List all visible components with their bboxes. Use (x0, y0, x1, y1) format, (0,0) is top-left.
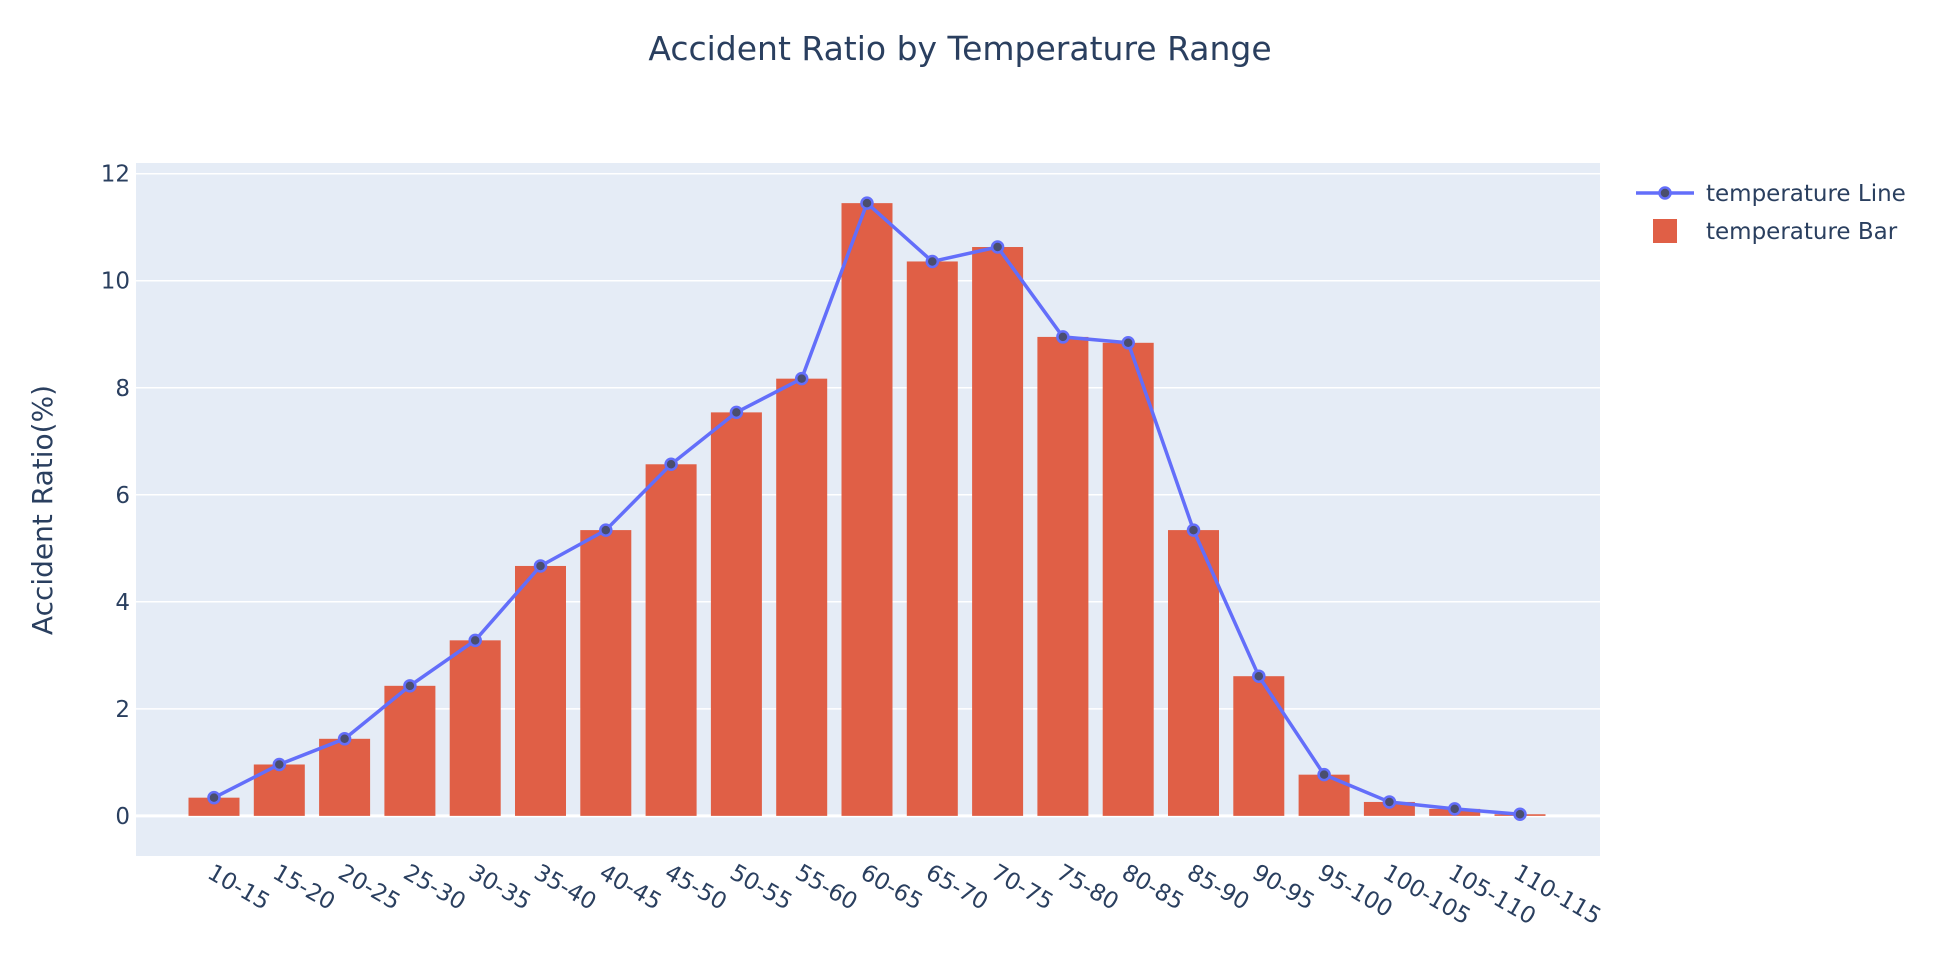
y-axis-title: Accident Ratio(%) (26, 385, 59, 635)
line-point[interactable] (599, 523, 613, 537)
bar[interactable] (710, 412, 762, 816)
x-tick-label: 85-90 (1183, 860, 1254, 916)
line-point[interactable] (272, 757, 287, 772)
line-point[interactable] (794, 371, 809, 386)
y-tick-label: 8 (115, 376, 130, 402)
bar[interactable] (841, 203, 893, 816)
bar[interactable] (776, 378, 828, 816)
x-tick-label: 80-85 (1117, 860, 1188, 916)
legend[interactable]: temperature Line temperature Bar (1636, 181, 1906, 245)
line-point[interactable] (403, 679, 417, 693)
x-tick-labels: 10-1515-2020-2525-3030-3535-4040-4545-50… (203, 860, 1605, 931)
bar[interactable] (1168, 530, 1219, 816)
line-point[interactable] (1252, 669, 1266, 683)
x-tick-label: 45-50 (660, 860, 731, 916)
bar[interactable] (972, 247, 1024, 816)
x-tick-label: 70-75 (987, 860, 1058, 916)
x-tick-label: 65-70 (921, 860, 992, 916)
line-point[interactable] (1121, 336, 1135, 350)
line-point[interactable] (664, 457, 678, 472)
line-point[interactable] (990, 240, 1005, 254)
bar[interactable] (1233, 676, 1285, 816)
line-point[interactable] (925, 254, 940, 269)
bar[interactable] (188, 797, 240, 816)
bar[interactable] (1037, 336, 1089, 816)
bar[interactable] (580, 530, 632, 816)
line-point[interactable] (1056, 330, 1070, 344)
bar[interactable] (384, 685, 436, 816)
legend-label-line[interactable]: temperature Line (1706, 181, 1906, 207)
line-point[interactable] (729, 405, 744, 420)
bar[interactable] (515, 565, 566, 816)
x-tick-label: 10-15 (203, 860, 274, 916)
y-tick-labels: 0 2 4 6 8 10 12 (101, 162, 130, 830)
bar[interactable] (319, 738, 371, 816)
x-tick-label: 60-65 (856, 860, 927, 916)
line-point[interactable] (1186, 523, 1201, 537)
line-series (207, 196, 1527, 822)
bar[interactable] (906, 261, 958, 816)
y-tick-label: 0 (115, 804, 130, 830)
line-point[interactable] (1447, 802, 1462, 816)
line-point[interactable] (860, 196, 874, 210)
bar[interactable] (1363, 801, 1415, 816)
x-tick-label: 50-55 (725, 860, 796, 916)
line-point[interactable] (337, 732, 352, 746)
line-point[interactable] (1382, 795, 1397, 809)
x-tick-label: 75-80 (1052, 860, 1123, 916)
legend-marker-swatch (1658, 186, 1672, 200)
legend-label-bar[interactable]: temperature Bar (1706, 219, 1898, 245)
line-point[interactable] (468, 633, 482, 648)
x-tick-label: 35-40 (530, 860, 601, 916)
x-tick-label: 20-25 (334, 860, 405, 916)
x-tick-label: 90-95 (1248, 860, 1319, 916)
line-point[interactable] (533, 559, 548, 573)
bar-series (188, 203, 1546, 816)
x-tick-label: 55-60 (791, 860, 862, 916)
y-tick-label: 4 (115, 590, 130, 616)
legend-bar-swatch (1653, 219, 1677, 243)
y-tick-label: 2 (115, 697, 130, 723)
chart-title: Accident Ratio by Temperature Range (648, 29, 1271, 68)
x-tick-label: 95-100 (1313, 860, 1397, 923)
bar[interactable] (645, 464, 697, 816)
bar[interactable] (449, 640, 501, 816)
line-point[interactable] (1513, 807, 1527, 822)
bar[interactable] (1102, 342, 1154, 816)
x-tick-label: 25-30 (399, 860, 470, 916)
x-tick-label: 40-45 (595, 860, 666, 916)
x-tick-label: 15-20 (268, 860, 339, 916)
y-tick-label: 10 (101, 269, 130, 295)
line-point[interactable] (207, 790, 221, 805)
y-tick-label: 12 (101, 162, 130, 188)
x-tick-label: 30-35 (464, 860, 535, 916)
y-tick-label: 6 (115, 483, 130, 509)
line-point[interactable] (1317, 767, 1331, 782)
